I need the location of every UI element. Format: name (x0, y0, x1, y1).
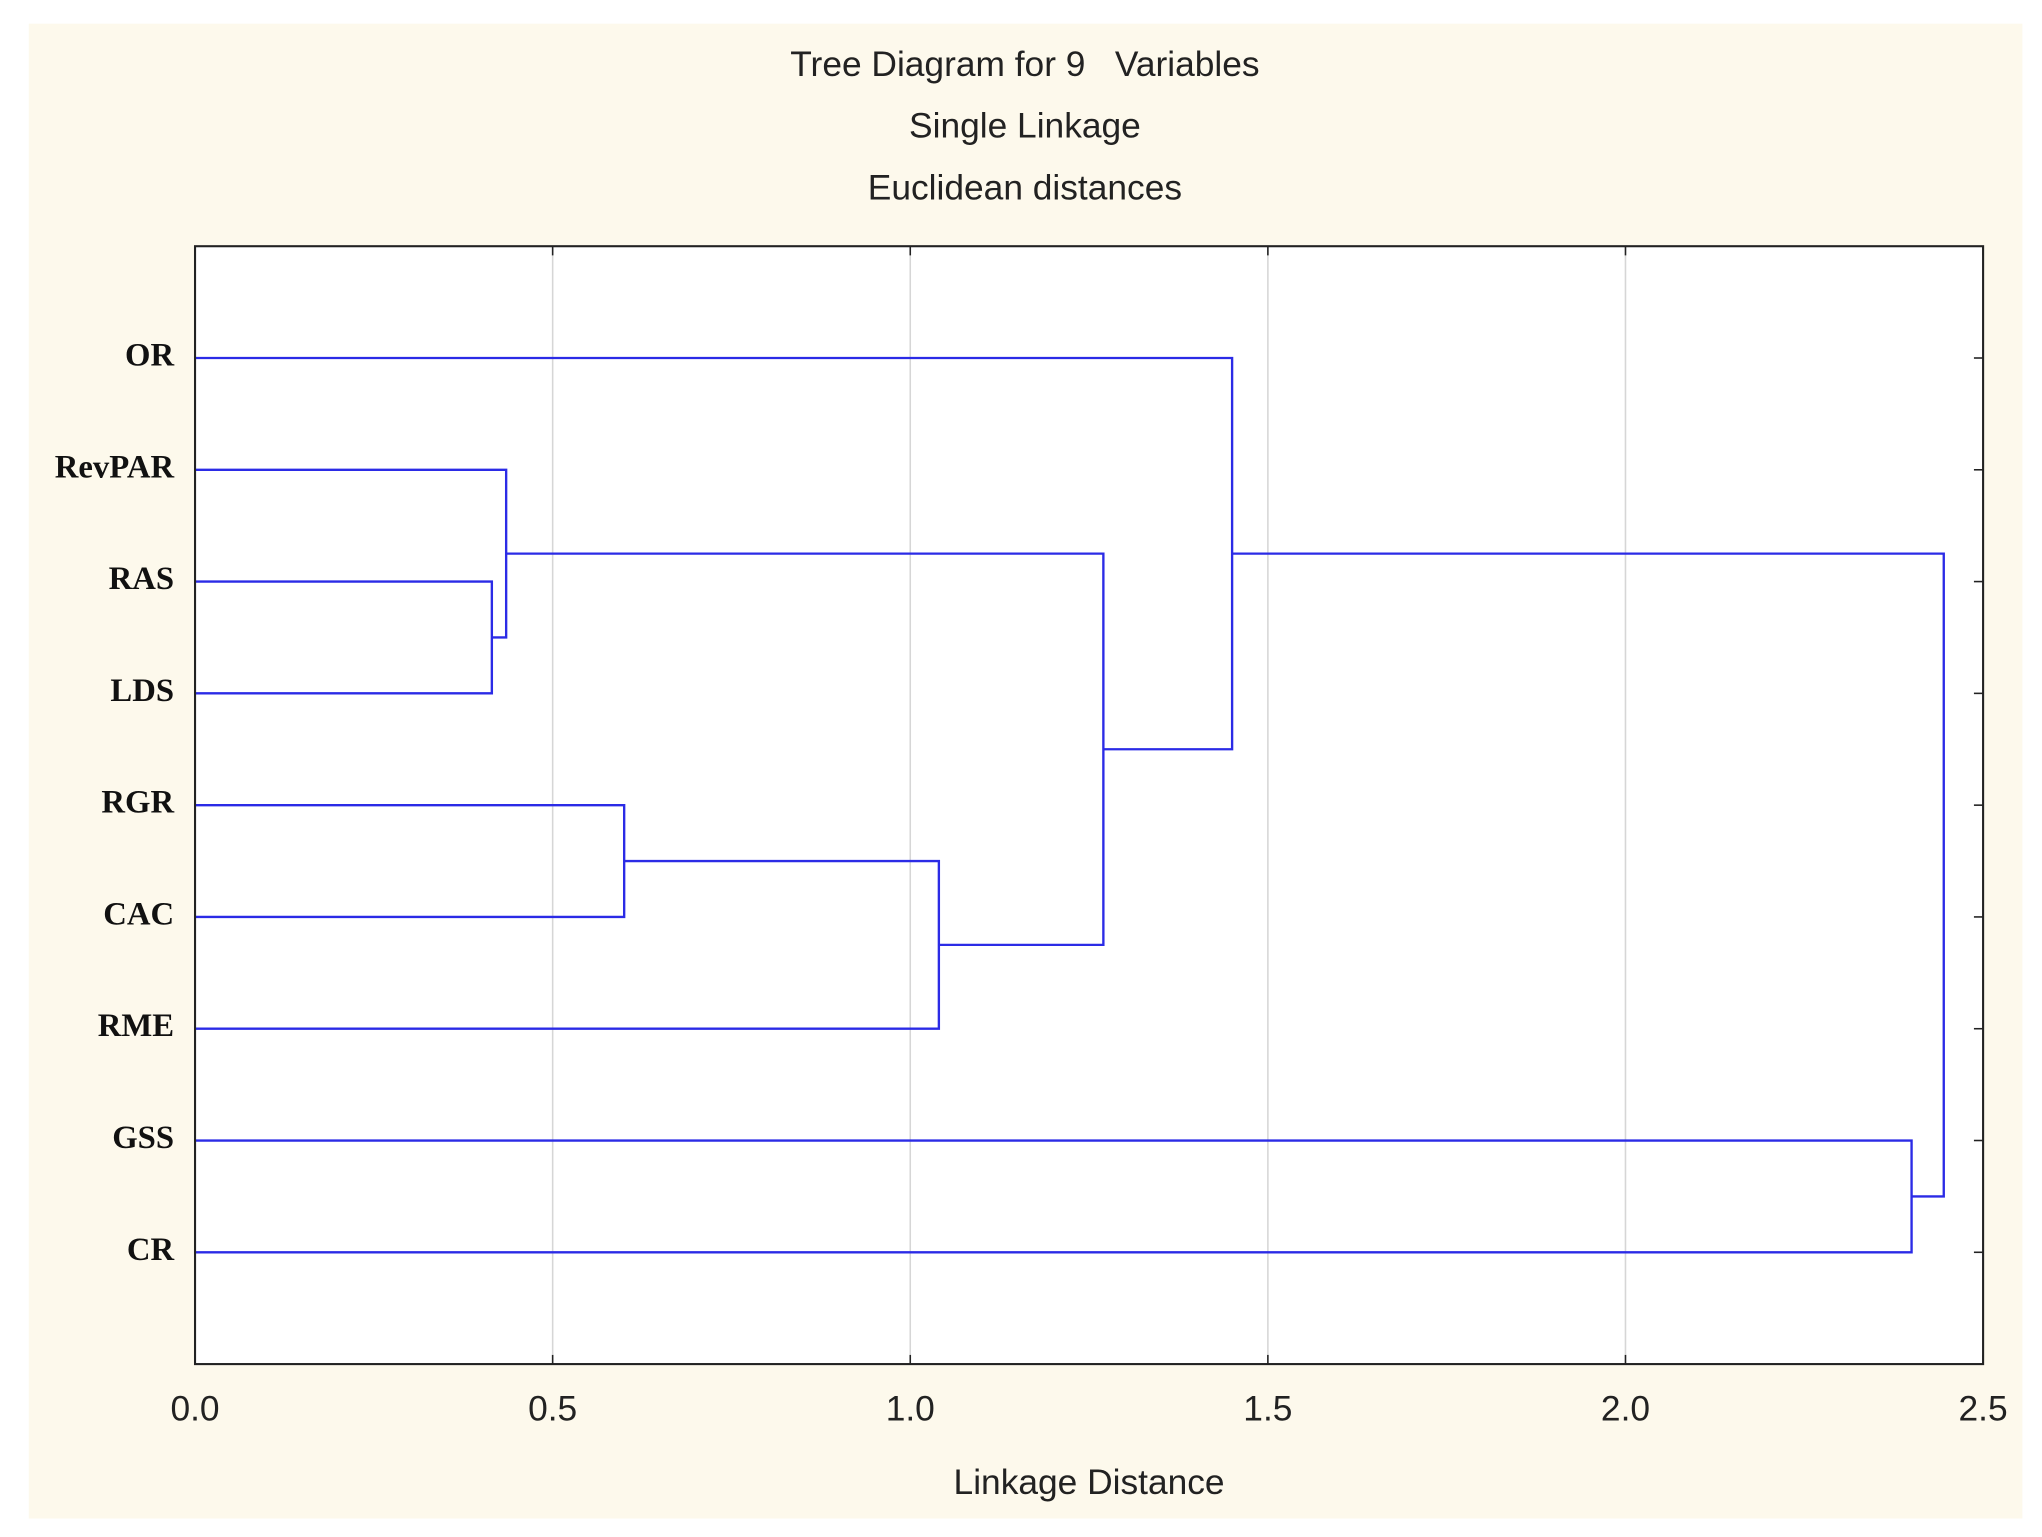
x-tick-label: 2.5 (1959, 1390, 2008, 1429)
chart-subtitle: Euclidean distances (868, 168, 1182, 207)
leaf-label: LDS (110, 673, 174, 709)
leaf-label: OR (125, 338, 174, 374)
leaf-label: CR (127, 1232, 175, 1268)
x-tick-label: 0.0 (170, 1390, 219, 1429)
x-tick-label: 1.0 (886, 1390, 935, 1429)
chart-title: Tree Diagram for 9 Variables (790, 45, 1259, 84)
leaf-label: RAS (109, 561, 174, 597)
x-tick-label: 0.5 (528, 1390, 577, 1429)
leaf-label: GSS (112, 1120, 174, 1156)
leaf-label: RevPAR (55, 449, 175, 485)
x-tick-label: 2.0 (1601, 1390, 1650, 1429)
dendrogram-link (1232, 552, 1945, 1198)
leaf-label: CAC (103, 896, 174, 932)
leaf-label: RGR (101, 785, 174, 821)
chart-subtitle: Single Linkage (909, 107, 1141, 146)
x-axis-label: Linkage Distance (954, 1463, 1225, 1502)
leaf-label: RME (98, 1008, 174, 1044)
x-tick-label: 1.5 (1243, 1390, 1292, 1429)
plot-frame (193, 245, 1985, 1366)
